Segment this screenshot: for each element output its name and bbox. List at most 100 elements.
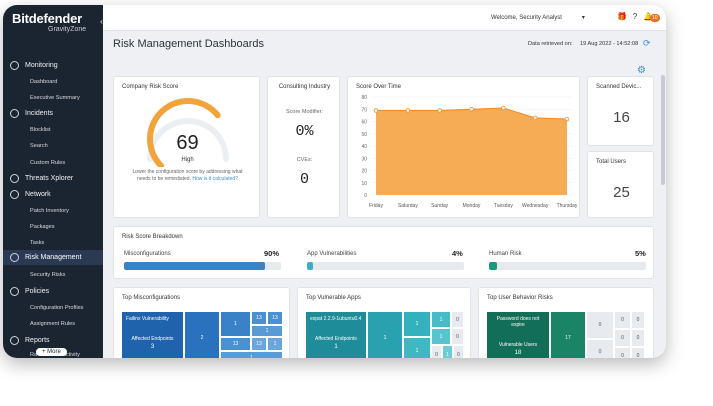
sidebar-section-network[interactable]: Network	[3, 187, 103, 202]
sidebar-section-threats-xplorer[interactable]: Threats Xplorer	[3, 171, 103, 186]
sidebar-section-risk-management[interactable]: Risk Management	[3, 250, 103, 265]
treemap-cell[interactable]: 0	[587, 340, 613, 358]
bell-icon[interactable]: 🔔	[643, 12, 653, 21]
sidebar-section-label: Incidents	[25, 110, 54, 117]
y-tick-label: 50	[361, 132, 367, 138]
how-calculated-link[interactable]: How is it calculated?	[192, 176, 238, 182]
sidebar-section-policies[interactable]: Policies	[3, 284, 103, 299]
score-point[interactable]	[532, 115, 538, 121]
risk-gauge	[147, 98, 229, 167]
treemap-cell[interactable]: 1	[432, 312, 450, 327]
sidebar-section-reports[interactable]: Reports	[3, 333, 103, 348]
more-button[interactable]: + More	[36, 348, 67, 356]
treemap-cell[interactable]: 0	[615, 348, 630, 358]
treemap-cell[interactable]: 1	[221, 312, 250, 336]
treemap-cell[interactable]: 1	[404, 338, 430, 358]
sidebar-item-label: Activity	[62, 352, 80, 358]
y-tick-label: 80	[361, 95, 367, 101]
sidebar-item-packages[interactable]: Packages	[30, 224, 55, 230]
x-tick-label: Wednesday	[522, 203, 549, 209]
treemap-cell[interactable]: 0	[452, 312, 463, 327]
sidebar-item-patch-inventory[interactable]: Patch Inventory	[30, 208, 69, 214]
treemap-cell[interactable]: 13	[221, 338, 250, 350]
sidebar-section-monitoring[interactable]: Monitoring	[3, 58, 103, 73]
treemap-cell[interactable]: 13	[252, 312, 266, 324]
sidebar-item-search[interactable]: Search	[30, 143, 48, 149]
y-tick-label: 10	[361, 181, 367, 187]
treemap-cell[interactable]: 0	[454, 346, 463, 358]
brand-subtitle: GravityZone	[48, 26, 87, 33]
monitoring-icon	[10, 61, 19, 70]
score-point[interactable]	[437, 108, 442, 113]
score-over-time-card: Score Over Time 0 10 20 30 40 50 60 70 80 Friday S…	[347, 76, 580, 218]
treemap-cell[interactable]: 0	[452, 329, 463, 344]
chevron-down-icon: ▾	[581, 15, 585, 21]
treemap-cell-main[interactable]: Password does not expire Vulnerable User…	[487, 312, 549, 358]
sidebar-item-blocklist[interactable]: Blocklist	[30, 127, 51, 133]
treemap-cell[interactable]: 0	[587, 312, 613, 338]
treemap-cell[interactable]: 0	[632, 348, 644, 358]
sidebar-item-activity[interactable]: Ra Activity	[3, 348, 103, 358]
sidebar-item-executive-summary[interactable]: Executive Summary	[30, 95, 80, 101]
treemap-cell[interactable]: 13	[268, 312, 282, 324]
y-tick-label: 30	[361, 156, 367, 162]
treemap-sub: Affected Endpoints	[315, 336, 357, 342]
treemap-cell[interactable]: 0	[432, 346, 441, 358]
sidebar-item-assignment-rules[interactable]: Assignment Rules	[30, 321, 76, 327]
sidebar-item-tasks[interactable]: Tasks	[30, 240, 45, 246]
retrieved-label: Data retrieved on:	[528, 41, 573, 47]
treemap-cell[interactable]: 1	[268, 338, 282, 350]
treemap-cell[interactable]: 0	[615, 312, 630, 328]
treemap-cell[interactable]: 2	[185, 312, 219, 358]
sidebar-section-label: Network	[25, 191, 51, 198]
sidebar-item-custom-rules[interactable]: Custom Rules	[30, 160, 66, 166]
sidebar: Bitdefender GravityZone ‹ Monitoring Das…	[3, 5, 106, 358]
treemap-cell[interactable]: 1	[404, 312, 430, 336]
user-menu[interactable]: Welcome, Security Analyst ▾	[491, 14, 585, 21]
x-tick-label: Sunday	[431, 203, 448, 209]
collapse-sidebar-button[interactable]: ‹	[97, 14, 106, 30]
score-point[interactable]	[405, 108, 411, 113]
treemap-cell[interactable]: 1	[221, 352, 282, 358]
treemap-cell[interactable]: 1	[443, 346, 452, 358]
score-over-time-chart: 0 10 20 30 40 50 60 70 80 Friday Saturday Sunday Mon…	[361, 95, 578, 209]
score-point[interactable]	[564, 116, 570, 122]
treemap-cell[interactable]: 1	[368, 312, 402, 358]
gear-icon[interactable]: ⚙	[637, 65, 646, 76]
sidebar-section-label: Threats Xplorer	[25, 175, 74, 182]
treemap-cell[interactable]: 13	[252, 338, 266, 350]
treemap-label: expat 2.2.9-1ubuntu0.4	[310, 316, 362, 322]
page-scrollbar[interactable]	[661, 75, 665, 185]
treemap-cell[interactable]: 0	[632, 312, 644, 328]
card-title: Company Risk Score	[122, 84, 179, 90]
score-point[interactable]	[373, 108, 379, 113]
treemap-cell[interactable]: 1	[252, 326, 282, 336]
score-modifier-value: 0%	[295, 123, 314, 140]
total-users-card: Total Users 25	[587, 151, 654, 218]
score-point[interactable]	[501, 105, 506, 111]
treemap-cell-main[interactable]: expat 2.2.9-1ubuntu0.4 Affected Endpoint…	[306, 312, 366, 358]
sidebar-item-dashboard[interactable]: Dashboard	[30, 79, 58, 85]
treemap-cell[interactable]: 0	[632, 330, 644, 346]
sidebar-section-incidents[interactable]: Incidents	[3, 106, 103, 121]
sidebar-item-configuration-profiles[interactable]: Configuration Profiles	[30, 305, 84, 311]
treemap-cell[interactable]: 1	[432, 329, 450, 344]
score-area	[376, 108, 567, 195]
help-icon[interactable]: ?	[632, 12, 638, 21]
treemap-label: Failinx Vulnerability	[126, 316, 169, 322]
top-vulnerable-apps-card: Top Vulnerable Apps expat 2.2.9-1ubuntu0…	[297, 287, 471, 358]
sidebar-item-security-risks[interactable]: Security Risks	[30, 272, 66, 278]
treemap-cell-main[interactable]: Failinx Vulnerability Affected Endpoints…	[122, 312, 183, 358]
score-point[interactable]	[469, 107, 474, 112]
gauge-fill	[147, 98, 221, 167]
treemap-cell[interactable]: 17	[551, 312, 585, 358]
refresh-icon[interactable]: ⟳	[643, 38, 651, 48]
treemap-cell[interactable]: 0	[615, 330, 630, 346]
card-title: Scanned Devic...	[596, 84, 642, 90]
gift-icon[interactable]: 🎁	[617, 12, 627, 21]
sidebar-section-label: Policies	[25, 288, 50, 295]
breakdown-label: Human Risk	[489, 251, 522, 257]
x-tick-label: Friday	[369, 203, 383, 209]
breakdown-pct: 90%	[264, 249, 280, 258]
x-tick-label: Thursday	[557, 203, 578, 209]
